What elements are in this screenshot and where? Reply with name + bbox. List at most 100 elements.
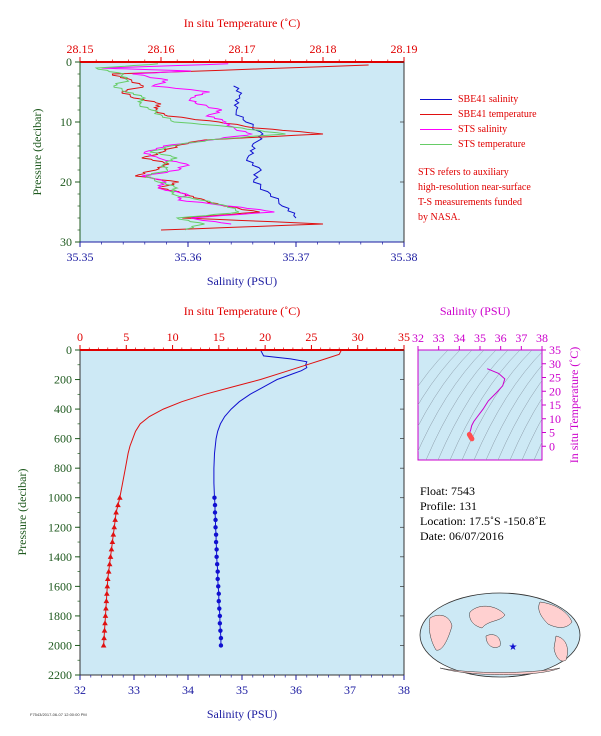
ts-temp-tick-label: 25 [549,371,561,385]
p2-ticks: 0 5 10 15 20 25 30 35 32 33 34 35 36 37 38 0 200 400 600 80… [48,330,410,697]
legend-label: STS temperature [458,139,526,150]
salinity-marker [213,539,219,545]
density-contour [485,364,542,460]
temperature-marker [101,627,108,633]
ts-curve [469,368,506,440]
legend-label: SBE41 salinity [458,94,519,105]
map-land-antarctica [439,667,561,675]
temp-tick-label: 35 [398,330,410,344]
p3-traces [466,368,506,442]
pressure-tick-label: 2200 [48,668,72,682]
salinity-marker [214,547,219,552]
sts-note-line: high-resolution near-surface [418,182,531,193]
density-contour [449,350,521,460]
series-line-sbe41-salinity [233,85,297,219]
p3-top-axis-label: Salinity (PSU) [440,304,510,318]
p3-density-contours [418,350,542,460]
salinity-marker [213,525,218,530]
p2-plot-area [79,349,405,676]
legend-swatch [420,99,452,100]
temp-tick-label: 20 [259,330,271,344]
legend-item-sbe41-salinity: SBE41 salinity [418,92,537,107]
salinity-marker [213,517,218,523]
map-land-north-america [538,601,573,628]
series-line-sbe41-temperature [119,350,342,498]
ts-deep-marker [469,436,475,442]
sal-tick-label: 34 [182,683,194,697]
temperature-marker [100,642,107,648]
pressure-tick-label: 1200 [48,520,72,534]
salinity-marker [215,576,220,582]
series-line-sbe41-salinity [213,350,308,498]
salinity-marker [216,584,221,589]
p3-plot-area [417,349,543,461]
temp-tick-label: 25 [305,330,317,344]
salinity-marker [214,562,220,567]
density-contour [418,350,449,387]
ts-temp-tick-label: 30 [549,357,561,371]
sal-tick-label: 38 [398,683,410,697]
temp-tick-label: 28.18 [310,42,337,56]
sal-tick-label: 35.35 [67,250,94,264]
density-contour [418,350,461,406]
legend-swatch [420,129,452,130]
temperature-marker [110,531,117,537]
density-contour [461,350,533,460]
temperature-marker [108,546,115,552]
ts-sal-tick-label: 35 [474,331,486,345]
p1-traces [94,63,369,231]
sal-tick-label: 37 [344,683,356,697]
profile-date: Date: 06/07/2016 [420,529,504,543]
temperature-marker [101,635,107,641]
salinity-marker [217,613,223,619]
temp-tick-label: 28.17 [229,42,256,56]
p1-bottom-axis-label: Salinity (PSU) [207,274,277,288]
sal-tick-label: 35 [236,683,248,697]
ts-temp-tick-label: 15 [549,398,561,412]
density-contour [521,418,542,460]
sal-tick-label: 35.37 [283,250,310,264]
density-contour [418,350,485,452]
legend-item-sts-temperature: STS temperature [418,137,537,152]
ts-temp-tick-label: 0 [549,439,555,453]
map-land-south-america [553,635,568,662]
pressure-tick-label: 0 [66,343,72,357]
sts-note-line: T-S measurements funded [418,197,523,208]
salinity-marker [216,598,221,604]
sts-note: STS refers to auxiliary high-resolution … [418,165,598,225]
world-map: ★ [419,592,581,678]
legend-label: SBE41 temperature [458,109,537,120]
temperature-marker [102,620,108,626]
temperature-marker [111,524,118,530]
density-contour [497,380,542,460]
density-contour [437,350,509,460]
density-contour [425,350,497,460]
map-land-asia [469,605,506,629]
temperature-marker [106,561,113,567]
temperature-marker [104,583,111,589]
ts-temp-tick-label: 10 [549,412,561,426]
p2-bottom-axis-label: Salinity (PSU) [207,707,277,721]
ts-temp-tick-label: 20 [549,384,561,398]
pressure-tick-label: 1400 [48,550,72,564]
pressure-tick-label: 1000 [48,491,72,505]
temperature-marker [113,509,119,515]
ts-temp-tick-label: 35 [549,343,561,357]
pressure-tick-label: 20 [60,175,72,189]
p1-top-axis-label: In situ Temperature (˚C) [184,16,301,30]
temp-tick-label: 10 [167,330,179,344]
temperature-marker [115,502,121,508]
pressure-tick-label: 2000 [48,638,72,652]
density-contour [509,397,542,460]
salinity-marker [212,510,218,515]
temperature-marker [104,590,110,596]
ts-sal-tick-label: 38 [536,331,548,345]
density-contour [533,441,542,460]
temperature-marker [109,539,116,545]
sts-note-line: by NASA. [418,212,461,223]
temperature-marker [103,598,110,604]
p2-left-axis-label: Pressure (decibar) [15,469,29,556]
salinity-marker [218,635,224,641]
map-ocean [419,592,581,678]
map-land-australia [485,634,501,648]
